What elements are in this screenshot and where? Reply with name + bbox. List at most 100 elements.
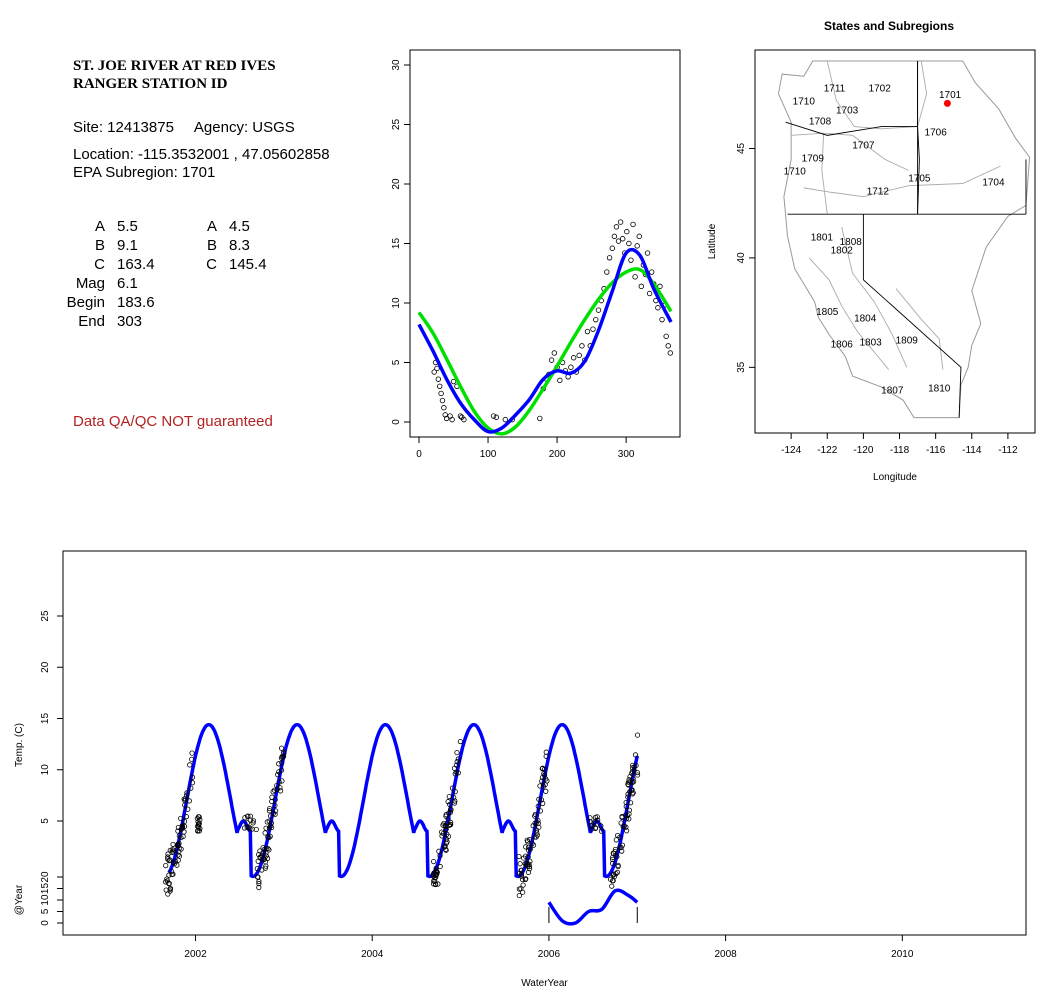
- param-value: 6.1: [117, 275, 138, 292]
- y-axis-label-lower: @Year: [14, 884, 25, 915]
- observation-point: [247, 813, 254, 819]
- observation-point: [250, 820, 256, 826]
- observation-point: [638, 283, 645, 290]
- observation-point: [540, 800, 546, 806]
- subregion-label: 1706: [925, 127, 948, 138]
- observation-point: [254, 866, 260, 872]
- subregion-label: 1711: [824, 84, 846, 95]
- observation-point: [630, 221, 636, 228]
- observation-point: [178, 846, 184, 852]
- y-tick-label: 10: [391, 297, 402, 309]
- observation-point: [532, 813, 538, 819]
- observation-point: [267, 833, 273, 839]
- observation-point: [518, 886, 524, 892]
- observation-point: [525, 869, 532, 875]
- observation-point: [449, 416, 455, 423]
- observation-point: [175, 843, 181, 849]
- subregion-label: 1810: [928, 383, 951, 394]
- subregion-label: 1806: [831, 340, 854, 351]
- observation-point: [537, 415, 543, 422]
- observation-point: [452, 789, 458, 795]
- observation-point: [167, 886, 173, 892]
- observation-point: [617, 219, 624, 225]
- observation-point: [493, 414, 500, 420]
- observation-point: [612, 849, 618, 855]
- subregion-boundary: [895, 288, 944, 370]
- observation-point: [619, 814, 625, 820]
- observation-point: [438, 390, 444, 397]
- observation-point: [170, 859, 176, 866]
- observation-point: [278, 767, 285, 773]
- observation-point: [594, 814, 600, 820]
- subregion-boundary: [791, 132, 909, 171]
- subregion-label: 1710: [793, 97, 816, 108]
- observation-point: [265, 834, 271, 840]
- y-axis-label: Latitude: [707, 223, 718, 259]
- observation-point: [185, 806, 191, 812]
- params-right: A 4.5 B 8.3 C 145.4: [185, 217, 295, 277]
- observation-point: [537, 783, 543, 789]
- observation-point: [455, 756, 461, 762]
- x-tick-label: -122: [817, 445, 837, 456]
- observation-point: [613, 871, 619, 877]
- observation-point: [615, 862, 621, 868]
- observation-point: [663, 333, 669, 340]
- observation-point: [272, 797, 278, 803]
- observation-point: [452, 798, 458, 804]
- observation-point: [542, 772, 548, 778]
- observation-point: [540, 783, 547, 789]
- observation-point: [276, 769, 282, 775]
- observation-point: [630, 790, 636, 796]
- observation-point: [665, 343, 671, 349]
- observation-point: [587, 815, 593, 821]
- observation-point: [440, 830, 446, 837]
- observation-point: [626, 240, 632, 247]
- subregion-label: 1709: [802, 154, 825, 165]
- subregion-boundary: [821, 133, 828, 215]
- observation-point: [441, 405, 447, 411]
- observation-point: [275, 772, 281, 778]
- observation-point: [278, 745, 285, 751]
- observation-point: [180, 833, 186, 840]
- observation-point: [525, 839, 531, 845]
- observation-point: [256, 878, 262, 885]
- observation-point: [431, 369, 437, 375]
- observation-point: [454, 759, 460, 765]
- subregion-map: States and Subregions -124 -122 -120 -118 -11…: [707, 19, 1036, 483]
- observation-point: [579, 343, 585, 349]
- observation-point: [279, 754, 286, 760]
- x-tick-label: -118: [890, 445, 910, 456]
- observation-point: [516, 853, 522, 860]
- observation-point: [439, 397, 446, 404]
- x-axis-label: WaterYear: [521, 978, 568, 989]
- param-value: 183.6: [117, 294, 155, 311]
- y-tick-label: 25: [40, 610, 51, 622]
- observation-point: [170, 841, 176, 848]
- y-tick-label: 5: [40, 818, 51, 824]
- observation-point: [631, 779, 637, 785]
- observation-point: [166, 858, 172, 864]
- site-agency-line: Site: 12413875 Agency: USGS: [73, 119, 295, 136]
- observation-point: [530, 842, 537, 848]
- x-tick-label: -114: [962, 445, 982, 456]
- observation-point: [454, 749, 460, 756]
- observation-point: [632, 274, 638, 280]
- observation-point: [245, 813, 251, 819]
- observation-point: [634, 732, 641, 738]
- y-tick-label: 40: [736, 252, 747, 264]
- x-tick-label: 300: [618, 449, 635, 460]
- observation-point: [276, 779, 282, 785]
- observation-point: [452, 771, 458, 777]
- params-left: A 5.5 B 9.1 C 163.4 Mag 6.1 Begin 183.6 End 303: [63, 217, 193, 337]
- observation-point: [186, 798, 192, 804]
- observation-point: [442, 823, 448, 829]
- y-tick-label: 10: [40, 764, 51, 776]
- observation-point: [249, 826, 255, 832]
- observation-point: [274, 786, 280, 792]
- observation-point: [169, 849, 175, 856]
- subregion-label: 1712: [867, 186, 890, 197]
- x-tick-label: -124: [781, 445, 801, 456]
- observation-point: [523, 853, 529, 859]
- observation-point: [525, 854, 531, 860]
- observation-point: [262, 830, 268, 836]
